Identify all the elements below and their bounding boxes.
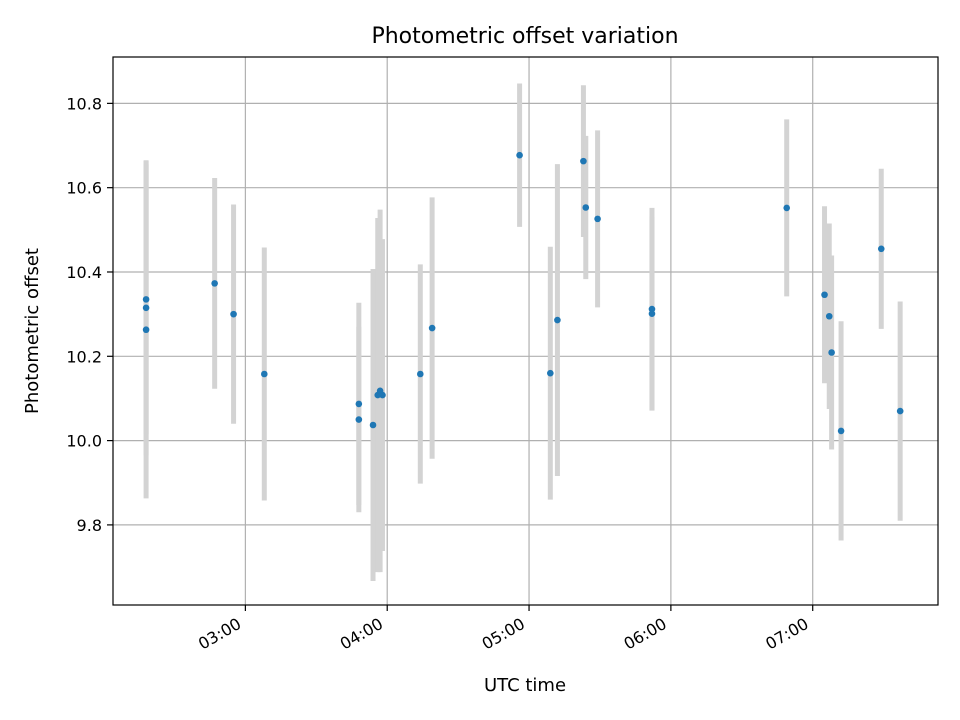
data-point: [554, 316, 561, 324]
data-point: [211, 280, 218, 287]
data-point: [594, 215, 601, 223]
grid-lines: [113, 57, 938, 605]
data-point: [230, 310, 237, 318]
data-point: [828, 349, 835, 356]
y-tick-label: 10.4: [66, 263, 102, 282]
data-point: [877, 245, 885, 253]
y-axis-ticks: 9.8 10.0 10.2 10.4 10.6 10.8: [66, 94, 113, 535]
y-tick-label: 10.2: [66, 347, 102, 366]
data-point: [580, 157, 587, 165]
y-axis-label: Photometric offset: [22, 248, 43, 414]
data-point: [896, 407, 904, 415]
x-axis-label: UTC time: [484, 675, 566, 696]
data-point: [821, 291, 828, 299]
data-point: [428, 324, 436, 332]
data-point: [837, 427, 845, 435]
data-point: [355, 416, 363, 423]
data-point: [516, 151, 523, 159]
data-point: [648, 310, 656, 318]
data-points: [142, 151, 904, 435]
data-point: [417, 370, 424, 378]
data-point: [648, 305, 656, 313]
y-tick-label: 10.6: [66, 179, 102, 198]
plot-frame: [112, 56, 939, 606]
data-point: [260, 370, 268, 378]
data-point: [142, 304, 150, 312]
data-point: [355, 400, 363, 408]
data-point: [142, 296, 150, 303]
data-point: [582, 204, 590, 211]
chart-title: Photometric offset variation: [371, 24, 678, 49]
y-tick-label: 10.0: [66, 432, 102, 451]
data-point: [369, 421, 377, 429]
data-point: [783, 204, 791, 212]
y-tick-label: 10.8: [66, 94, 102, 113]
data-point: [379, 391, 386, 399]
data-point: [547, 369, 554, 377]
data-point: [142, 326, 150, 334]
data-point: [825, 312, 833, 320]
y-tick-label: 9.8: [77, 516, 102, 535]
